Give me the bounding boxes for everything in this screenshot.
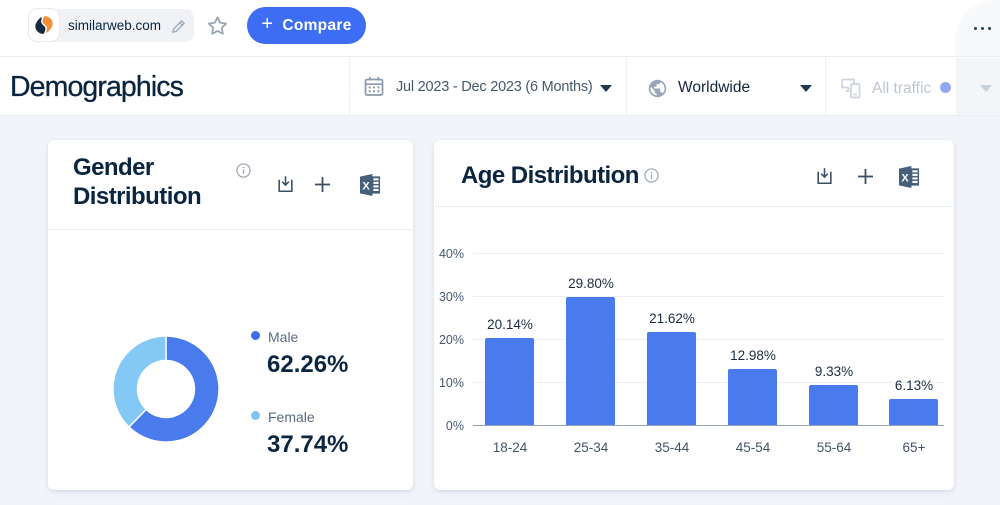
- svg-text:X: X: [901, 173, 909, 185]
- svg-text:X: X: [362, 181, 370, 193]
